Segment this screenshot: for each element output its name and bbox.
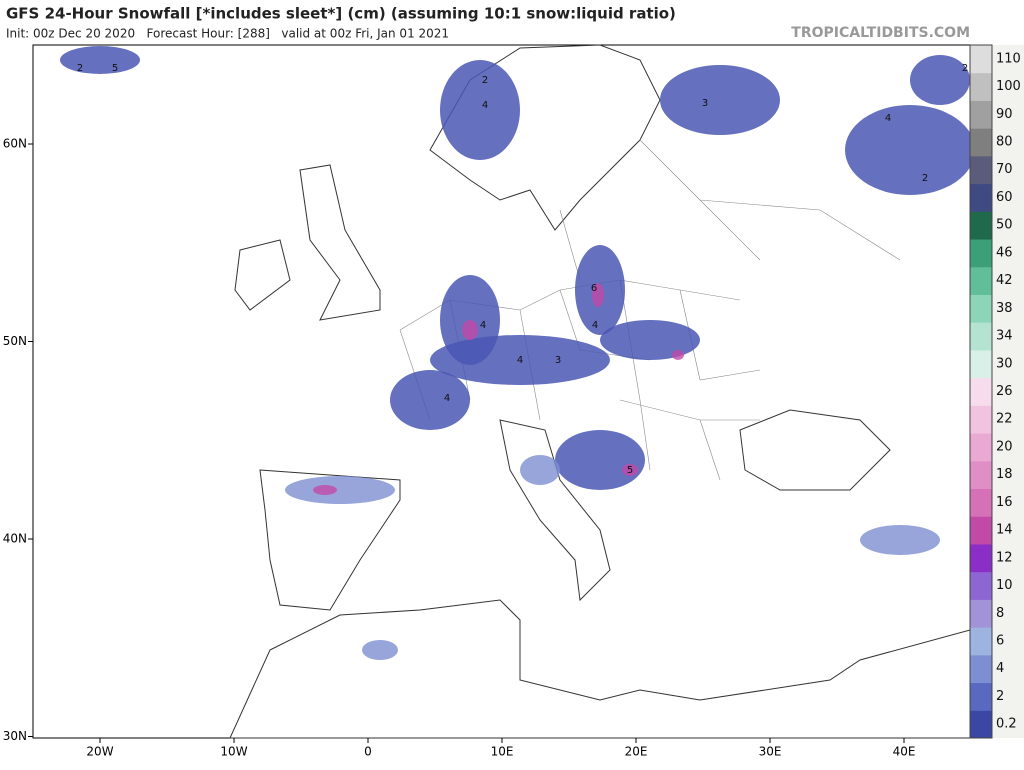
- colorbar-label: 38: [996, 301, 1013, 316]
- colorbar-swatch: [970, 654, 992, 684]
- colorbar-swatch: [970, 100, 992, 129]
- colorbar-label: 80: [996, 135, 1013, 150]
- contour-label: 2: [922, 173, 928, 184]
- credit: TROPICALTIDBITS.COM: [791, 25, 970, 41]
- black-sea-coast: [739, 409, 891, 491]
- colorbar-label: 110: [996, 51, 1021, 66]
- contour-label: 2: [77, 63, 83, 74]
- colorbar-swatch: [970, 543, 992, 573]
- iberia: [259, 469, 401, 611]
- contour-label: 4: [517, 355, 523, 366]
- map-area: [32, 44, 975, 739]
- colorbar-swatch: [970, 627, 992, 656]
- colorbar-label: 6: [996, 633, 1004, 648]
- colorbar-label: 0.2: [996, 717, 1017, 732]
- snowfall-areas: [60, 46, 975, 660]
- colorbar-swatch: [970, 128, 992, 157]
- colorbar-swatch: [970, 72, 992, 101]
- colorbar-swatch: [970, 460, 992, 490]
- britain: [299, 164, 381, 321]
- colorbar-swatch: [970, 377, 992, 406]
- colorbar-swatch: [970, 349, 992, 379]
- colorbar-label-strip: [992, 45, 1024, 738]
- colorbar-swatch: [970, 239, 992, 268]
- colorbar-swatch: [970, 710, 992, 739]
- lat-label: 60N: [3, 137, 27, 151]
- lon-label: 30E: [759, 745, 782, 759]
- colorbar-label: 42: [996, 273, 1013, 288]
- colorbar-label: 4: [996, 661, 1004, 676]
- contour-label: 4: [480, 320, 486, 331]
- contour-labels: 5 2 4 3 2 6 4 4 3 4 4 2 5 4 2: [77, 63, 968, 476]
- colorbar-swatch: [970, 211, 992, 240]
- colorbar-label: 14: [996, 523, 1013, 538]
- colorbar-swatch: [970, 155, 992, 185]
- colorbar-swatch: [970, 266, 992, 295]
- lat-label: 30N: [3, 729, 27, 743]
- contour-label: 4: [592, 320, 598, 331]
- colorbar-label: 18: [996, 467, 1013, 482]
- axis-labels: 60N 50N 40N 30N 20W 10W 0 10E 20E 30E 40E: [3, 137, 916, 759]
- colorbar-label: 60: [996, 190, 1013, 205]
- colorbar-label: 30: [996, 356, 1013, 371]
- title: GFS 24-Hour Snowfall [*includes sleet*] …: [6, 5, 676, 23]
- colorbar-swatch: [970, 322, 992, 351]
- lon-label: 10W: [220, 745, 247, 759]
- lon-label: 10E: [491, 745, 514, 759]
- contour-label: 3: [555, 355, 561, 366]
- colorbar-swatch: [970, 405, 992, 434]
- colorbar-swatch: [970, 294, 992, 323]
- lon-label: 20E: [625, 745, 648, 759]
- colorbar-frame: [969, 44, 993, 739]
- ireland: [234, 239, 291, 311]
- lat-label: 40N: [3, 532, 27, 546]
- contour-label: 4: [885, 113, 891, 124]
- colorbar-label: 12: [996, 550, 1013, 565]
- colorbar-label: 16: [996, 495, 1013, 510]
- colorbar-swatch: [970, 571, 992, 600]
- colorbar-label: 2: [996, 689, 1004, 704]
- contour-label: 4: [444, 393, 450, 404]
- colorbar-label: 70: [996, 162, 1013, 177]
- colorbar-label: 100: [996, 79, 1021, 94]
- lon-label: 0: [364, 745, 372, 759]
- contour-label: 4: [482, 100, 488, 111]
- colorbar-swatch: [970, 183, 992, 212]
- colorbar-label: 8: [996, 606, 1004, 621]
- colorbar: 0.22468101214161820222630343842465060708…: [969, 44, 1024, 739]
- colorbar-label: 34: [996, 329, 1013, 344]
- colorbar-swatch: [970, 599, 992, 628]
- colorbar-label: 50: [996, 218, 1013, 233]
- colorbar-label: 10: [996, 578, 1013, 593]
- contour-label: 3: [702, 98, 708, 109]
- colorbar-label: 90: [996, 107, 1013, 122]
- colorbar-swatch: [970, 682, 992, 711]
- contour-label: 6: [591, 283, 597, 294]
- colorbar-swatch: [970, 516, 992, 545]
- contour-label: 2: [482, 75, 488, 86]
- lat-label: 50N: [3, 334, 27, 348]
- colorbar-label: 46: [996, 245, 1013, 260]
- subtitle: Init: 00z Dec 20 2020 Forecast Hour: [28…: [6, 27, 449, 41]
- lon-label: 20W: [86, 745, 113, 759]
- colorbar-label: 22: [996, 412, 1013, 427]
- contour-label: 5: [112, 63, 118, 74]
- colorbar-swatch: [970, 488, 992, 517]
- colorbar-label: 20: [996, 439, 1013, 454]
- lon-label: 40E: [893, 745, 916, 759]
- colorbar-swatch: [970, 433, 992, 462]
- colorbar-label: 26: [996, 384, 1013, 399]
- contour-label: 2: [962, 63, 968, 74]
- contour-label: 5: [627, 465, 633, 476]
- colorbar-swatch: [970, 45, 992, 74]
